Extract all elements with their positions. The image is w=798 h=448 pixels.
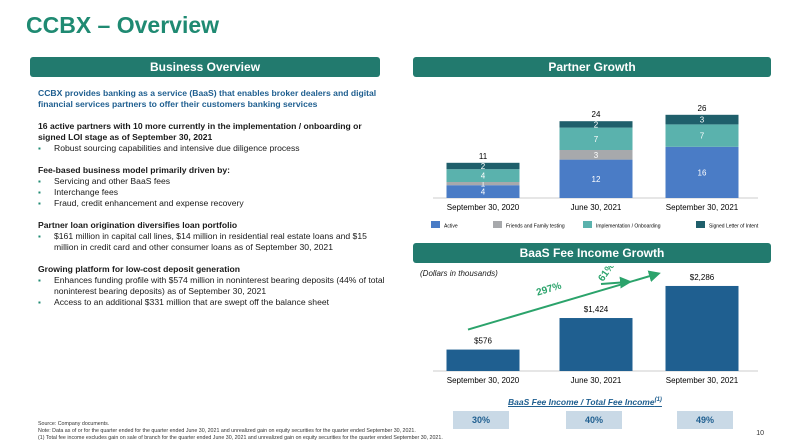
section-heading-loans: Partner loan origination diversifies loa…	[38, 220, 238, 230]
growth-label-qoq: 61%	[596, 266, 617, 284]
bar-segment-0	[446, 185, 520, 198]
footnotes: Source: Company documents. Note: Data as…	[38, 421, 443, 442]
bullet-item: Interchange fees	[38, 187, 388, 198]
category-label: June 30, 2021	[571, 376, 622, 385]
ratio-title-text: BaaS Fee Income / Total Fee Income	[508, 397, 655, 407]
bullet-item: Enhances funding profile with $574 milli…	[38, 275, 388, 297]
bullet-item: Robust sourcing capabilities and intensi…	[38, 143, 388, 154]
total-label: 24	[592, 110, 601, 119]
intro-text: CCBX provides banking as a service (BaaS…	[38, 88, 377, 109]
bar-segment-3	[665, 114, 739, 125]
total-label: 26	[698, 104, 707, 113]
bar-segment-3	[446, 162, 520, 170]
bullet-item: Servicing and other BaaS fees	[38, 176, 388, 187]
legend-label-1: Friends and Family testing	[506, 224, 565, 230]
bullet-item: $161 million in capital call lines, $14 …	[38, 231, 388, 253]
partner-growth-banner: Partner Growth	[413, 57, 771, 77]
category-label: September 30, 2021	[666, 203, 739, 212]
fee-bar	[446, 349, 520, 371]
bar-segment-3	[559, 121, 633, 128]
fee-income-chart: $576 September 30, 2020 $1,424 June 30, 202…	[433, 266, 758, 385]
bar-segment-0	[559, 159, 633, 198]
business-overview-banner: Business Overview	[30, 57, 380, 77]
ratio-box-2020: 30%	[453, 411, 509, 429]
ratio-box-sep-2021: 49%	[677, 411, 733, 429]
segment-label: 4	[481, 172, 486, 181]
segment-label: 4	[481, 188, 486, 197]
legend-label-0: Active	[444, 224, 458, 230]
legend-swatch-3	[696, 221, 705, 228]
category-label: June 30, 2021	[571, 203, 622, 212]
bar-segment-2	[665, 124, 739, 147]
bar-segment-1	[446, 182, 520, 186]
legend-swatch-0	[431, 221, 440, 228]
bullet-item: Fraud, credit enhancement and expense re…	[38, 198, 388, 209]
bullet-list-loans: $161 million in capital call lines, $14 …	[38, 231, 388, 253]
bar-segment-2	[559, 127, 633, 150]
growth-label-overall: 297%	[535, 281, 563, 299]
business-overview-text: CCBX provides banking as a service (BaaS…	[38, 88, 388, 308]
page-number: 10	[756, 430, 764, 437]
segment-label: 2	[481, 162, 486, 171]
total-label: 11	[479, 152, 488, 161]
page-title: CCBX – Overview	[26, 12, 220, 38]
footnote-1: (1) Total fee income excludes gain on sa…	[38, 435, 443, 441]
fee-bar	[559, 318, 633, 371]
growth-arrow-qoq	[600, 276, 632, 289]
value-label: $2,286	[690, 273, 715, 282]
bar-segment-2	[446, 169, 520, 182]
bullet-list-partners: Robust sourcing capabilities and intensi…	[38, 143, 388, 154]
footnote-note: Note: Data as of or for the quarter ende…	[38, 428, 416, 434]
segment-label: 16	[698, 168, 707, 177]
fee-bar	[665, 285, 739, 371]
segment-label: 3	[594, 151, 599, 160]
section-heading-deposits: Growing platform for low-cost deposit ge…	[38, 264, 240, 274]
bar-segment-0	[665, 146, 739, 198]
fee-growth-banner: BaaS Fee Income Growth	[413, 243, 771, 263]
category-label: September 30, 2020	[447, 203, 520, 212]
legend-label-2: Implementation / Onboarding	[596, 224, 661, 230]
segment-label: 2	[594, 120, 599, 129]
ratio-box-jun-2021: 40%	[566, 411, 622, 429]
segment-label: 7	[594, 135, 599, 144]
segment-label: 12	[592, 175, 601, 184]
legend-label-3: Signed Letter of Intent	[709, 224, 759, 230]
bullet-list-deposits: Enhances funding profile with $574 milli…	[38, 275, 388, 308]
value-label: $576	[474, 337, 492, 346]
segment-label: 1	[481, 180, 486, 189]
footnote-source: Source: Company documents.	[38, 421, 110, 427]
ratio-title: BaaS Fee Income / Total Fee Income(1)	[508, 397, 662, 407]
legend-swatch-1	[493, 221, 502, 228]
segment-label: 3	[700, 116, 705, 125]
category-label: September 30, 2021	[666, 376, 739, 385]
ratio-footnote-mark: (1)	[654, 397, 662, 404]
value-label: $1,424	[584, 305, 609, 314]
units-note: (Dollars in thousands)	[420, 269, 498, 278]
bar-segment-1	[559, 150, 633, 160]
category-label: September 30, 2020	[447, 376, 520, 385]
legend-swatch-2	[583, 221, 592, 228]
section-heading-fees: Fee-based business model primarily drive…	[38, 165, 230, 175]
bullet-item: Access to an additional $331 million tha…	[38, 297, 388, 308]
bullet-list-fees: Servicing and other BaaS fees Interchang…	[38, 176, 388, 209]
segment-label: 7	[700, 132, 705, 141]
section-heading-partners: 16 active partners with 10 more currentl…	[38, 121, 362, 142]
